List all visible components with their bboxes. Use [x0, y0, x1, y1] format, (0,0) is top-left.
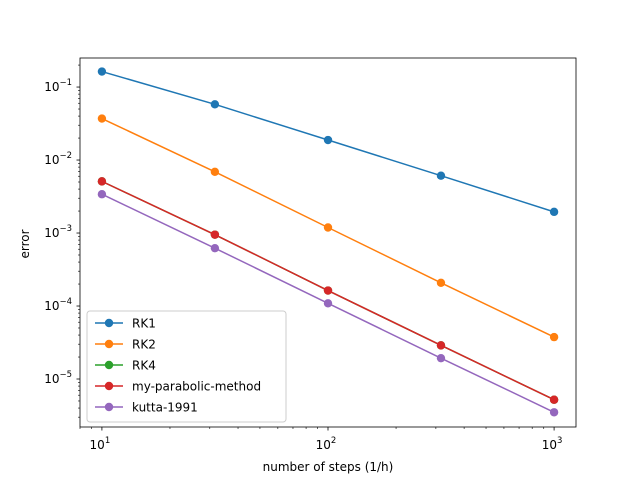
- y-tick-label: 10−5: [44, 370, 72, 386]
- legend-label-rk4: RK4: [132, 359, 156, 373]
- data-point-my-parabolic-method: [323, 286, 333, 295]
- legend-swatch-marker-rk1: [104, 318, 114, 328]
- legend-label-rk1: RK1: [132, 317, 156, 331]
- data-point-rk1: [323, 135, 333, 145]
- plot-area: 101 102 103 10−1 10−2 10−3 10−4 10−5: [44, 57, 577, 452]
- legend-swatch-marker-rk4: [104, 360, 114, 370]
- legend-box: [86, 310, 287, 423]
- legend-swatch-marker-rk2: [104, 339, 114, 349]
- data-point-rk2: [210, 167, 220, 176]
- legend-swatch-marker-kutta-1991: [104, 402, 114, 412]
- data-point-my-parabolic-method: [436, 341, 446, 350]
- data-point-rk1: [436, 171, 446, 180]
- x-tick-label: 102: [316, 436, 337, 452]
- x-tick-label: 101: [90, 436, 111, 452]
- data-point-rk1: [210, 100, 220, 109]
- data-point-rk1: [97, 67, 107, 76]
- legend-label-kutta-1991: kutta-1991: [132, 401, 198, 415]
- y-tick-label: 10−3: [44, 224, 72, 240]
- y-tick-label: 10−4: [44, 297, 72, 313]
- axes-frame: [79, 57, 577, 428]
- y-axis-label: error: [18, 229, 32, 258]
- x-tick-label: 103: [542, 436, 563, 452]
- y-tick-label: 10−1: [44, 78, 72, 94]
- legend-label-my-parabolic-method: my-parabolic-method: [132, 380, 261, 394]
- data-point-rk2: [436, 278, 446, 287]
- data-point-rk2: [549, 332, 559, 342]
- data-point-my-parabolic-method: [549, 395, 559, 404]
- data-point-rk2: [323, 223, 333, 232]
- data-point-rk2: [97, 114, 107, 123]
- legend: RK1 RK2 RK4 my-parabolic-method kutta-1991: [86, 310, 287, 423]
- data-point-kutta-1991: [549, 408, 559, 417]
- data-point-kutta-1991: [210, 243, 220, 253]
- data-point-my-parabolic-method: [97, 177, 107, 186]
- x-axis-label: number of steps (1/h): [263, 460, 394, 474]
- legend-label-rk2: RK2: [132, 338, 156, 352]
- data-point-my-parabolic-method: [210, 230, 220, 239]
- data-point-kutta-1991: [323, 299, 333, 308]
- legend-swatch-marker-my-parabolic-method: [104, 381, 114, 391]
- data-point-rk1: [549, 207, 559, 217]
- data-point-kutta-1991: [97, 190, 107, 199]
- y-tick-label: 10−2: [44, 151, 72, 167]
- data-point-kutta-1991: [436, 353, 446, 363]
